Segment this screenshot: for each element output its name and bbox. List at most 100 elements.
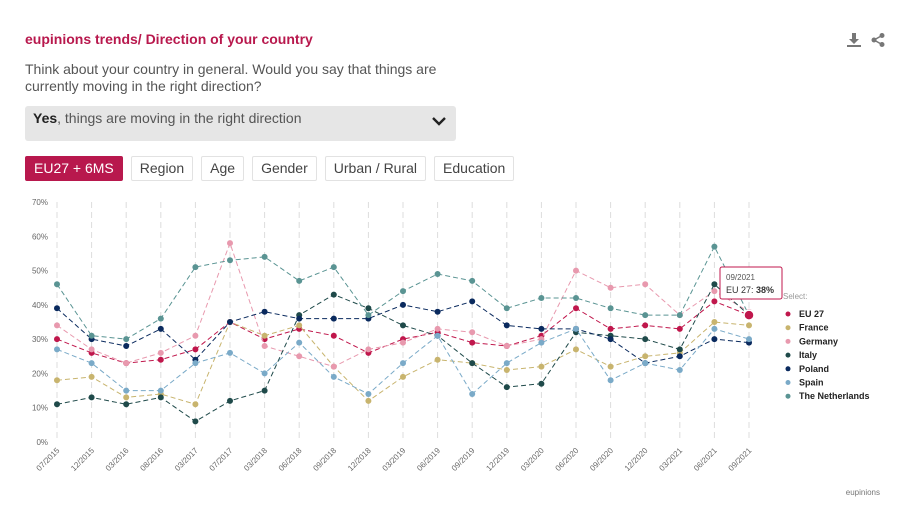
data-point[interactable]: [157, 387, 164, 394]
data-point[interactable]: [157, 394, 164, 401]
data-point[interactable]: [607, 363, 614, 370]
data-point[interactable]: [261, 332, 268, 339]
data-point[interactable]: [400, 360, 406, 367]
data-point[interactable]: [573, 267, 579, 274]
data-point[interactable]: [227, 349, 233, 356]
data-point[interactable]: [261, 308, 268, 315]
data-point[interactable]: [330, 264, 337, 271]
data-point[interactable]: [503, 322, 510, 329]
data-point[interactable]: [157, 325, 164, 332]
data-point[interactable]: [365, 346, 372, 353]
data-point[interactable]: [365, 312, 372, 319]
data-point[interactable]: [330, 315, 337, 322]
data-point[interactable]: [330, 332, 337, 339]
data-point[interactable]: [469, 329, 476, 336]
data-point[interactable]: [192, 346, 199, 353]
data-point[interactable]: [157, 349, 164, 356]
data-point[interactable]: [227, 240, 233, 247]
data-point[interactable]: [503, 305, 510, 312]
data-point[interactable]: [711, 281, 718, 288]
tab-region[interactable]: Region: [130, 156, 194, 181]
data-point[interactable]: [88, 373, 95, 380]
data-point[interactable]: [123, 401, 130, 408]
data-point[interactable]: [192, 418, 199, 425]
data-point[interactable]: [261, 370, 268, 377]
legend-item[interactable]: Spain: [785, 378, 824, 388]
series-spain[interactable]: [54, 325, 752, 397]
data-point[interactable]: [434, 271, 441, 277]
data-point[interactable]: [365, 397, 372, 404]
data-point[interactable]: [227, 257, 233, 264]
data-point[interactable]: [400, 339, 406, 346]
data-point[interactable]: [434, 332, 441, 339]
legend-item[interactable]: France: [785, 323, 829, 333]
share-icon[interactable]: [870, 32, 886, 48]
data-point[interactable]: [469, 391, 476, 397]
data-point[interactable]: [607, 305, 614, 312]
data-point[interactable]: [711, 319, 718, 325]
series-germany[interactable]: [54, 240, 752, 370]
tab-eu27-6ms[interactable]: EU27 + 6MS: [25, 156, 123, 181]
data-point[interactable]: [434, 308, 441, 315]
data-point[interactable]: [711, 336, 718, 343]
data-point[interactable]: [538, 339, 545, 346]
data-point[interactable]: [642, 322, 649, 329]
data-point[interactable]: [434, 325, 441, 332]
data-point[interactable]: [676, 346, 683, 353]
data-point[interactable]: [469, 298, 476, 305]
data-point[interactable]: [642, 312, 649, 319]
data-point[interactable]: [157, 356, 164, 363]
data-point[interactable]: [400, 322, 406, 329]
data-point[interactable]: [607, 325, 614, 332]
data-point[interactable]: [607, 377, 614, 384]
data-point[interactable]: [746, 322, 752, 329]
data-point[interactable]: [676, 312, 683, 319]
download-icon[interactable]: [846, 32, 862, 48]
data-point[interactable]: [642, 360, 649, 367]
data-point[interactable]: [503, 384, 510, 391]
data-point[interactable]: [296, 353, 303, 360]
data-point[interactable]: [538, 363, 545, 370]
data-point[interactable]: [711, 298, 718, 305]
data-point[interactable]: [123, 336, 130, 343]
data-point[interactable]: [54, 336, 60, 343]
data-point[interactable]: [296, 277, 303, 284]
data-point[interactable]: [400, 373, 406, 380]
data-point[interactable]: [54, 305, 60, 312]
data-point[interactable]: [573, 325, 579, 332]
data-point[interactable]: [573, 295, 579, 301]
data-point[interactable]: [296, 322, 303, 329]
data-point[interactable]: [365, 391, 372, 397]
series-the-netherlands[interactable]: [54, 243, 752, 343]
data-point[interactable]: [642, 353, 649, 360]
data-point[interactable]: [573, 305, 579, 312]
data-point[interactable]: [54, 401, 60, 408]
data-point[interactable]: [711, 288, 718, 295]
data-point[interactable]: [123, 343, 130, 349]
data-point[interactable]: [607, 336, 614, 343]
data-point[interactable]: [54, 281, 60, 288]
data-point[interactable]: [469, 339, 476, 346]
data-point[interactable]: [400, 288, 406, 295]
data-point[interactable]: [192, 401, 199, 408]
data-point[interactable]: [676, 353, 683, 360]
legend-item[interactable]: Poland: [785, 364, 830, 374]
data-point[interactable]: [607, 284, 614, 291]
data-point[interactable]: [192, 264, 199, 271]
data-point[interactable]: [157, 315, 164, 322]
data-point[interactable]: [469, 277, 476, 284]
data-point[interactable]: [54, 322, 60, 329]
tab-urban-rural[interactable]: Urban / Rural: [324, 156, 427, 181]
data-point[interactable]: [123, 360, 130, 367]
highlight-point[interactable]: [743, 309, 755, 321]
data-point[interactable]: [503, 367, 510, 373]
data-point[interactable]: [261, 387, 268, 394]
data-point[interactable]: [88, 394, 95, 401]
data-point[interactable]: [642, 281, 649, 288]
data-point[interactable]: [642, 336, 649, 343]
data-point[interactable]: [227, 397, 233, 404]
data-point[interactable]: [227, 319, 233, 325]
tab-age[interactable]: Age: [201, 156, 245, 181]
legend-item[interactable]: Germany: [785, 336, 839, 346]
data-point[interactable]: [296, 339, 303, 346]
